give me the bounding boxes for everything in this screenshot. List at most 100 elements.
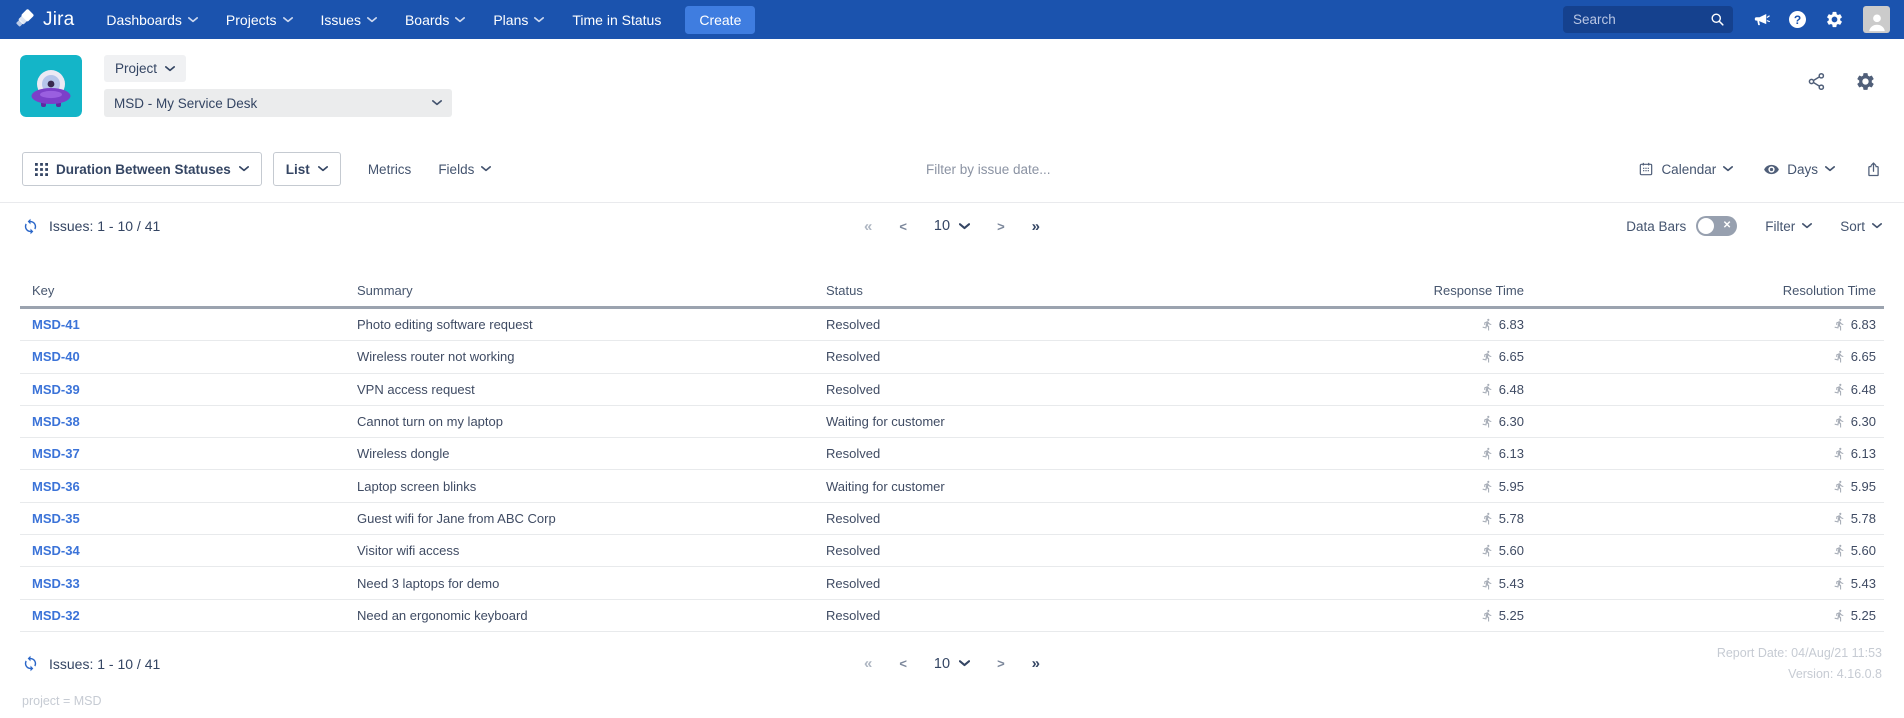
table-row: MSD-36 Laptop screen blinks Waiting for … [20, 470, 1884, 503]
first-page-button[interactable]: « [863, 217, 873, 235]
key-cell: MSD-34 [20, 543, 357, 558]
nav-item-label: Boards [404, 11, 450, 28]
time-unit-dropdown[interactable]: Days [1763, 161, 1835, 178]
issues-count-group-bottom: Issues: 1 - 10 / 41 [22, 655, 160, 672]
key-cell: MSD-32 [20, 608, 357, 623]
resolution-time-value: 5.60 [1850, 543, 1876, 559]
page-size-select[interactable]: 10 [934, 656, 971, 672]
summary-cell: Wireless router not working [357, 349, 515, 365]
sort-dropdown[interactable]: Sort [1840, 219, 1882, 234]
summary-cell: Need an ergonomic keyboard [357, 607, 528, 623]
settings-gear-icon[interactable] [1855, 71, 1876, 97]
response-time-value: 5.95 [1498, 478, 1524, 494]
search-icon[interactable] [1710, 12, 1725, 27]
help-icon[interactable]: ? [1789, 11, 1806, 28]
resolution-time-cell: 5.60 [1524, 543, 1884, 558]
summary-cell: Laptop screen blinks [357, 478, 477, 494]
grid-icon [35, 162, 48, 176]
filter-dropdown[interactable]: Filter [1765, 219, 1813, 234]
user-avatar[interactable] [1863, 6, 1890, 33]
refresh-icon[interactable] [22, 218, 39, 235]
nav-item-time-in-status[interactable]: Time in Status [558, 0, 675, 39]
response-time-cell: 5.25 [1226, 608, 1524, 623]
toolbar-divider [0, 202, 1904, 203]
chevron-down-icon [959, 222, 971, 229]
export-button[interactable] [1865, 161, 1882, 178]
column-header-key[interactable]: Key [32, 283, 55, 298]
key-cell: MSD-40 [20, 349, 357, 364]
toggle-knob [1698, 218, 1715, 234]
project-select[interactable]: MSD - My Service Desk [104, 89, 452, 117]
table-row: MSD-35 Guest wifi for Jane from ABC Corp… [20, 503, 1884, 536]
response-time-value: 6.13 [1498, 446, 1524, 462]
nav-item-dashboards[interactable]: Dashboards [92, 0, 212, 39]
running-person-icon [1834, 383, 1843, 396]
issue-key-link[interactable]: MSD-36 [32, 478, 80, 494]
issue-key-link[interactable]: MSD-38 [32, 414, 80, 430]
running-person-icon [1482, 545, 1491, 557]
issue-key-link[interactable]: MSD-34 [32, 543, 80, 559]
announcements-megaphone-icon[interactable] [1752, 11, 1770, 29]
jira-logo[interactable]: Jira [16, 9, 74, 31]
next-page-button[interactable]: > [997, 656, 1005, 672]
nav-item-boards[interactable]: Boards [391, 0, 479, 39]
view-mode-button[interactable]: List [272, 152, 341, 186]
eye-icon [1764, 164, 1780, 174]
issue-key-link[interactable]: MSD-37 [32, 446, 80, 462]
fields-link[interactable]: Fields [438, 162, 492, 177]
calendar-dropdown[interactable]: Calendar [1638, 161, 1734, 177]
nav-item-plans[interactable]: Plans [479, 0, 558, 39]
report-type-button[interactable]: Duration Between Statuses [22, 152, 262, 186]
issue-key-link[interactable]: MSD-40 [32, 349, 80, 365]
table-row: MSD-32 Need an ergonomic keyboard Resolv… [20, 600, 1884, 632]
metrics-link[interactable]: Metrics [368, 162, 412, 177]
create-button[interactable]: Create [685, 5, 756, 34]
search-input[interactable] [1563, 12, 1733, 27]
response-time-cell: 6.48 [1226, 382, 1524, 397]
last-page-button[interactable]: » [1031, 217, 1041, 235]
share-icon[interactable] [1806, 71, 1827, 97]
page-size-select[interactable]: 10 [934, 218, 971, 234]
data-bars-label: Data Bars [1626, 218, 1687, 234]
last-page-button[interactable]: » [1031, 655, 1041, 673]
pagination-top: « < 10 > » [864, 218, 1040, 234]
prev-page-button[interactable]: < [899, 218, 907, 234]
nav-menu: Dashboards Projects Issues Boards Plans … [92, 0, 675, 39]
status-cell: Resolved [826, 543, 881, 559]
gear-icon[interactable] [1825, 10, 1844, 29]
column-header-summary[interactable]: Summary [357, 283, 413, 298]
metrics-label: Metrics [367, 161, 412, 177]
nav-item-label: Dashboards [106, 11, 182, 28]
refresh-icon[interactable] [22, 655, 39, 672]
issue-key-link[interactable]: MSD-41 [32, 317, 80, 333]
running-person-icon [1834, 512, 1843, 525]
report-meta: Report Date: 04/Aug/21 11:53 Version: 4.… [1717, 643, 1882, 686]
issue-key-link[interactable]: MSD-32 [32, 607, 80, 623]
issue-key-link[interactable]: MSD-35 [32, 510, 80, 526]
data-bars-toggle[interactable]: ✕ [1696, 216, 1738, 236]
resolution-time-value: 5.78 [1850, 510, 1876, 526]
issue-key-link[interactable]: MSD-39 [32, 381, 80, 397]
column-header-status[interactable]: Status [826, 283, 863, 298]
prev-page-button[interactable]: < [899, 656, 907, 672]
column-header-response-time[interactable]: Response Time [1433, 283, 1524, 298]
header-actions [1806, 71, 1876, 97]
project-select-value: MSD - My Service Desk [114, 95, 258, 111]
response-time-cell: 5.43 [1226, 576, 1524, 591]
next-page-button[interactable]: > [997, 218, 1005, 234]
project-scope-button[interactable]: Project [104, 55, 187, 82]
status-cell: Resolved [826, 510, 881, 526]
issue-key-link[interactable]: MSD-33 [32, 575, 80, 591]
project-avatar [20, 55, 82, 117]
nav-item-projects[interactable]: Projects [212, 0, 307, 39]
running-person-icon [1482, 577, 1491, 589]
nav-item-issues[interactable]: Issues [307, 0, 391, 39]
first-page-button[interactable]: « [863, 655, 873, 673]
issue-date-filter-input[interactable] [926, 156, 1246, 182]
response-time-cell: 5.95 [1226, 479, 1524, 494]
issues-bar: Issues: 1 - 10 / 41 « < 10 > » Data Bars… [0, 203, 1904, 249]
column-header-resolution-time[interactable]: Resolution Time [1782, 283, 1876, 298]
resolution-time-value: 5.95 [1850, 478, 1876, 494]
brand-text: Jira [43, 8, 75, 30]
